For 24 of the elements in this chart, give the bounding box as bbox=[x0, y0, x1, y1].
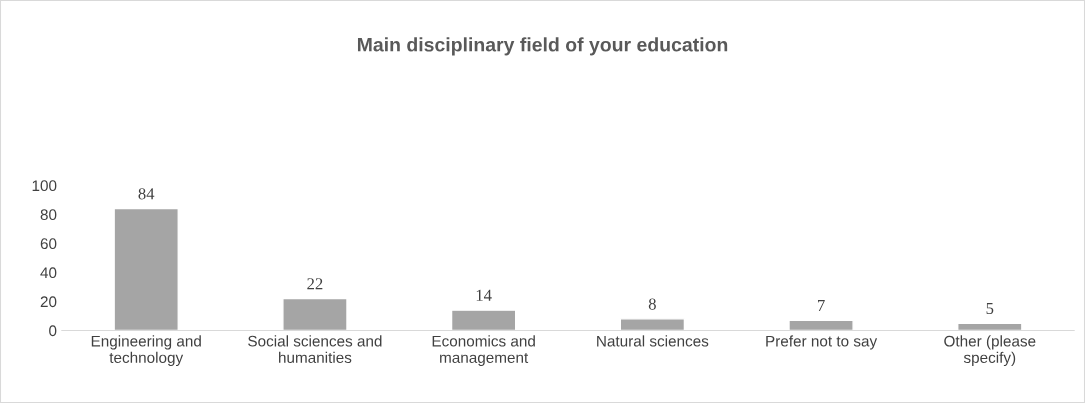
bar bbox=[113, 207, 179, 331]
chart-title: Main disciplinary field of your education bbox=[357, 37, 728, 56]
x-tick-label: Other (please specify) bbox=[944, 335, 1036, 367]
data-label: 5 bbox=[986, 302, 994, 315]
y-tick-label: 20 bbox=[40, 296, 57, 308]
x-tick-label: Social sciences and humanities bbox=[248, 335, 382, 363]
x-tick-label: Engineering and technology bbox=[91, 335, 201, 367]
bar bbox=[788, 319, 854, 331]
data-label: 8 bbox=[648, 298, 656, 310]
data-label: 7 bbox=[818, 300, 825, 311]
y-tick-label: 100 bbox=[32, 180, 57, 192]
bar bbox=[450, 309, 517, 331]
y-tick-label: 60 bbox=[40, 238, 57, 250]
data-label: 84 bbox=[138, 188, 155, 200]
data-label: 22 bbox=[307, 278, 323, 290]
y-tick-label: 80 bbox=[40, 209, 57, 221]
y-tick-label: 0 bbox=[49, 325, 57, 337]
data-label: 14 bbox=[476, 289, 492, 301]
bar bbox=[282, 297, 348, 331]
bar bbox=[619, 318, 686, 331]
x-tick-label: Economics and management bbox=[432, 335, 535, 367]
x-tick-label: Natural sciences bbox=[597, 335, 709, 347]
y-tick-label: 40 bbox=[40, 267, 57, 279]
x-tick-label: Prefer not to say bbox=[766, 335, 878, 350]
